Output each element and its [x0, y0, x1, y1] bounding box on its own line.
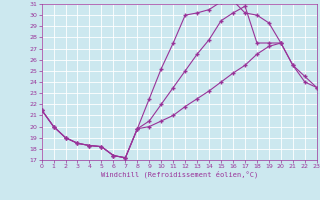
X-axis label: Windchill (Refroidissement éolien,°C): Windchill (Refroidissement éolien,°C)	[100, 171, 258, 178]
